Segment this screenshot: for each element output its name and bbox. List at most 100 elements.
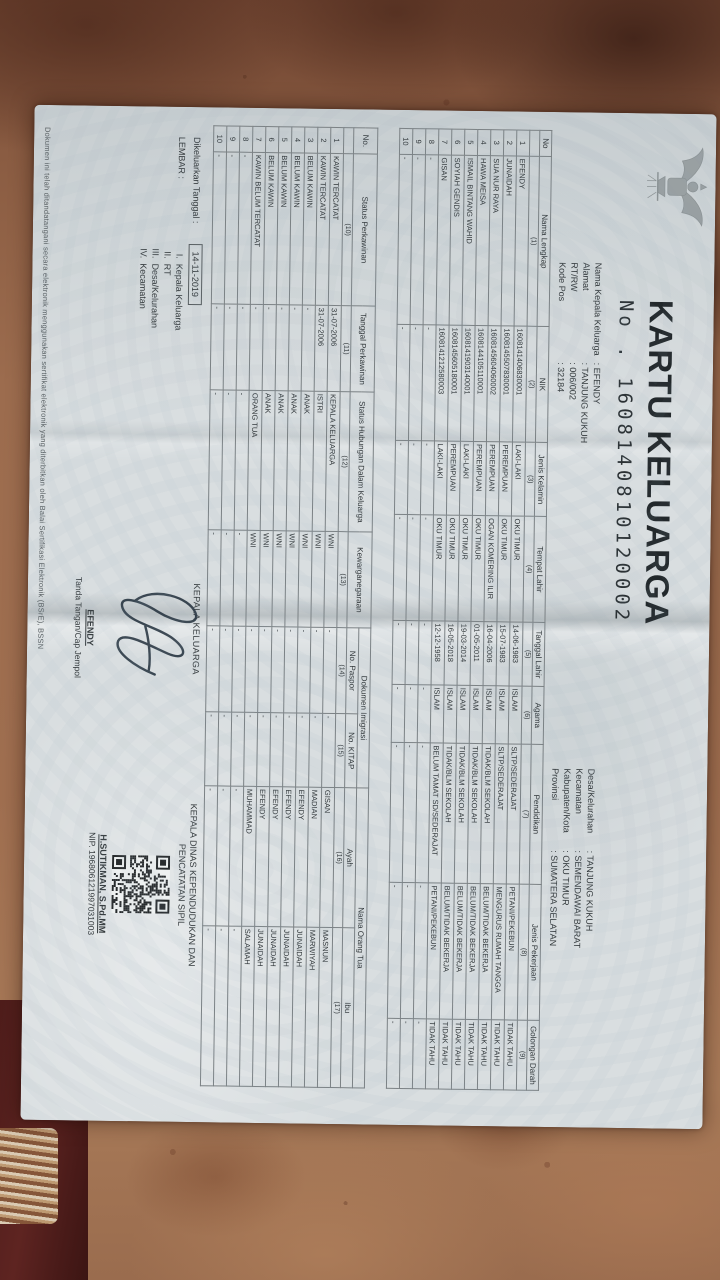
table-cell: 2 bbox=[317, 127, 331, 154]
table-cell: WNI bbox=[271, 530, 287, 627]
table-cell: - bbox=[405, 514, 421, 621]
table-cell: 8 bbox=[425, 128, 439, 155]
table-cell: 31-07-2006 bbox=[327, 305, 342, 392]
table-cell: 6 bbox=[265, 126, 279, 153]
electronic-signature-notice: Dokumen ini telah ditandatangani secara … bbox=[36, 126, 53, 650]
label-kabupaten-kota: Kabupaten/Kota bbox=[561, 768, 573, 833]
table-cell: - bbox=[275, 304, 290, 391]
col-no-kitap: No. KITAP bbox=[344, 713, 358, 788]
table-cell: 2 bbox=[503, 129, 517, 157]
table-cell: 1608141903140001 bbox=[460, 325, 476, 442]
table-cell: - bbox=[391, 684, 406, 743]
table-cell: - bbox=[282, 712, 297, 787]
table-cell: - bbox=[219, 529, 235, 627]
value-kabupaten-kota: : OKU TIMUR bbox=[560, 850, 572, 906]
table-cell: - bbox=[420, 440, 435, 515]
col-kewarganegaraan: Kewarganegaraan bbox=[346, 531, 373, 629]
table-cell: - bbox=[269, 712, 284, 787]
table-cell: TIDAK TAHU bbox=[464, 1019, 479, 1090]
table-cell: MARWIYAH bbox=[304, 927, 320, 1088]
table-cell: JUNAIDAH bbox=[291, 926, 307, 1088]
label-provinsi: Provinsi bbox=[549, 768, 561, 801]
table-cell: MENGURUS RUMAH TANGGA bbox=[491, 883, 507, 1020]
table-cell: - bbox=[415, 742, 431, 883]
table-cell: 6 bbox=[451, 129, 465, 156]
table-cell: 7 bbox=[438, 128, 452, 156]
col2-no: No. bbox=[353, 127, 378, 155]
table-cell: - bbox=[200, 925, 216, 1086]
header-info-right: Desa/Kelurahan: TANJUNG KUKUH Kecamatan:… bbox=[547, 768, 598, 948]
col-ayah: Ayah bbox=[342, 787, 357, 928]
footer-section: Dikeluarkan Tanggal : 14-11-2019 LEMBAR … bbox=[73, 107, 208, 1122]
table-cell: 4 bbox=[291, 126, 305, 154]
col-ibu: Ibu bbox=[340, 927, 355, 1088]
value-alamat: : TANJUNG KUKUH bbox=[578, 362, 591, 444]
table-cell: ANAK bbox=[273, 390, 289, 531]
table-cell: TIDAK/BLM SEKOLAH bbox=[480, 743, 496, 884]
lembar-item: Desa/Kelurahan bbox=[149, 263, 161, 329]
table-cell: ISLAM bbox=[469, 685, 484, 744]
table-cell: 01-05-2011 bbox=[470, 621, 484, 686]
table-cell: EFENDY bbox=[267, 786, 283, 927]
table-cell: ISLAM bbox=[456, 685, 471, 744]
table-cell: 1608141406830001 bbox=[512, 326, 528, 443]
table-cell: 9 bbox=[412, 128, 426, 155]
marital-status-table: No. Status Perkawinan Tanggal Perkawinan… bbox=[200, 125, 378, 1088]
col-status-hubungan: Status Hubungan Dalam Keluarga bbox=[348, 391, 375, 533]
table-cell: ORANG TUA bbox=[247, 390, 263, 531]
table-cell: - bbox=[386, 1018, 401, 1089]
label-nama-kepala-keluarga: Nama Kepala Keluarga bbox=[592, 262, 604, 356]
label-desa-kelurahan: Desa/Kelurahan bbox=[585, 768, 597, 834]
table-cell: ISMAIL BINTANG WAHID bbox=[462, 155, 478, 326]
col-pendidikan: Pendidikan bbox=[529, 744, 544, 885]
table-cell: - bbox=[394, 440, 409, 515]
table-cell: - bbox=[249, 304, 264, 391]
value-provinsi: : SUMATERA SELATAN bbox=[547, 850, 560, 947]
table-cell: EFENDY bbox=[293, 786, 309, 928]
table-cell: PEREMPUAN bbox=[446, 441, 461, 516]
table-cell: TIDAK TAHU bbox=[490, 1019, 505, 1090]
table-cell: OKU TIMUR bbox=[457, 515, 473, 622]
table-cell: - bbox=[407, 440, 422, 515]
table-cell: - bbox=[412, 1018, 427, 1089]
col-tempat-lahir: Tempat Lahir bbox=[532, 516, 547, 623]
table-cell: - bbox=[402, 742, 418, 883]
table-cell: PEREMPUAN bbox=[498, 441, 513, 516]
issued-date-value: 14-11-2019 bbox=[187, 243, 203, 306]
table-cell: - bbox=[230, 712, 245, 787]
table-cell: GISAN bbox=[436, 154, 452, 326]
table-cell: - bbox=[213, 925, 229, 1087]
table-cell: OKU TIMUR bbox=[470, 515, 486, 622]
table-cell: - bbox=[309, 627, 324, 714]
table-cell: ANAK bbox=[286, 390, 302, 532]
table-cell: TIDAK TAHU bbox=[438, 1019, 453, 1090]
table-cell: 1608141212580003 bbox=[434, 324, 450, 442]
table-cell: - bbox=[395, 324, 411, 441]
table-cell: - bbox=[405, 620, 419, 685]
table-cell: - bbox=[262, 304, 277, 391]
table-cell: OGAN KOMERING ILIR bbox=[483, 515, 499, 622]
table-cell: WNI bbox=[310, 531, 326, 628]
table-cell: - bbox=[404, 684, 419, 743]
col-status-perkawinan: Status Perkawinan bbox=[351, 153, 378, 307]
official-title: KEPALA DINAS KEPENDUDUKAN DAN PENCATATAN… bbox=[176, 803, 199, 967]
table-cell: TIDAK TAHU bbox=[477, 1019, 492, 1090]
table-cell: ISTRI bbox=[312, 391, 328, 532]
table-cell: KAWIN TERCATAT bbox=[328, 153, 344, 306]
kartu-keluarga-document: KARTU KELUARGA No . 1608140810120002 Nam… bbox=[20, 104, 717, 1130]
table-cell: - bbox=[418, 620, 432, 685]
table-cell: - bbox=[232, 530, 248, 627]
table-cell: - bbox=[218, 625, 233, 713]
table-cell: 8 bbox=[239, 126, 253, 153]
table-cell: TIDAK TAHU bbox=[451, 1019, 466, 1090]
issued-date-label: Dikeluarkan Tanggal : bbox=[190, 136, 203, 224]
table-cell: 4 bbox=[477, 129, 491, 156]
table-cell: SLTP/SEDERAJAT bbox=[506, 743, 522, 885]
table-cell: SLTP/SEDERAJAT bbox=[493, 743, 509, 884]
table-cell: - bbox=[418, 514, 434, 621]
document-number-value: 1608140810120002 bbox=[610, 376, 636, 625]
table-cell: - bbox=[295, 713, 310, 788]
table-cell: - bbox=[322, 627, 337, 714]
col-golongan-darah: Golongan Darah bbox=[526, 1020, 540, 1091]
lembar-label: LEMBAR : bbox=[176, 136, 188, 179]
